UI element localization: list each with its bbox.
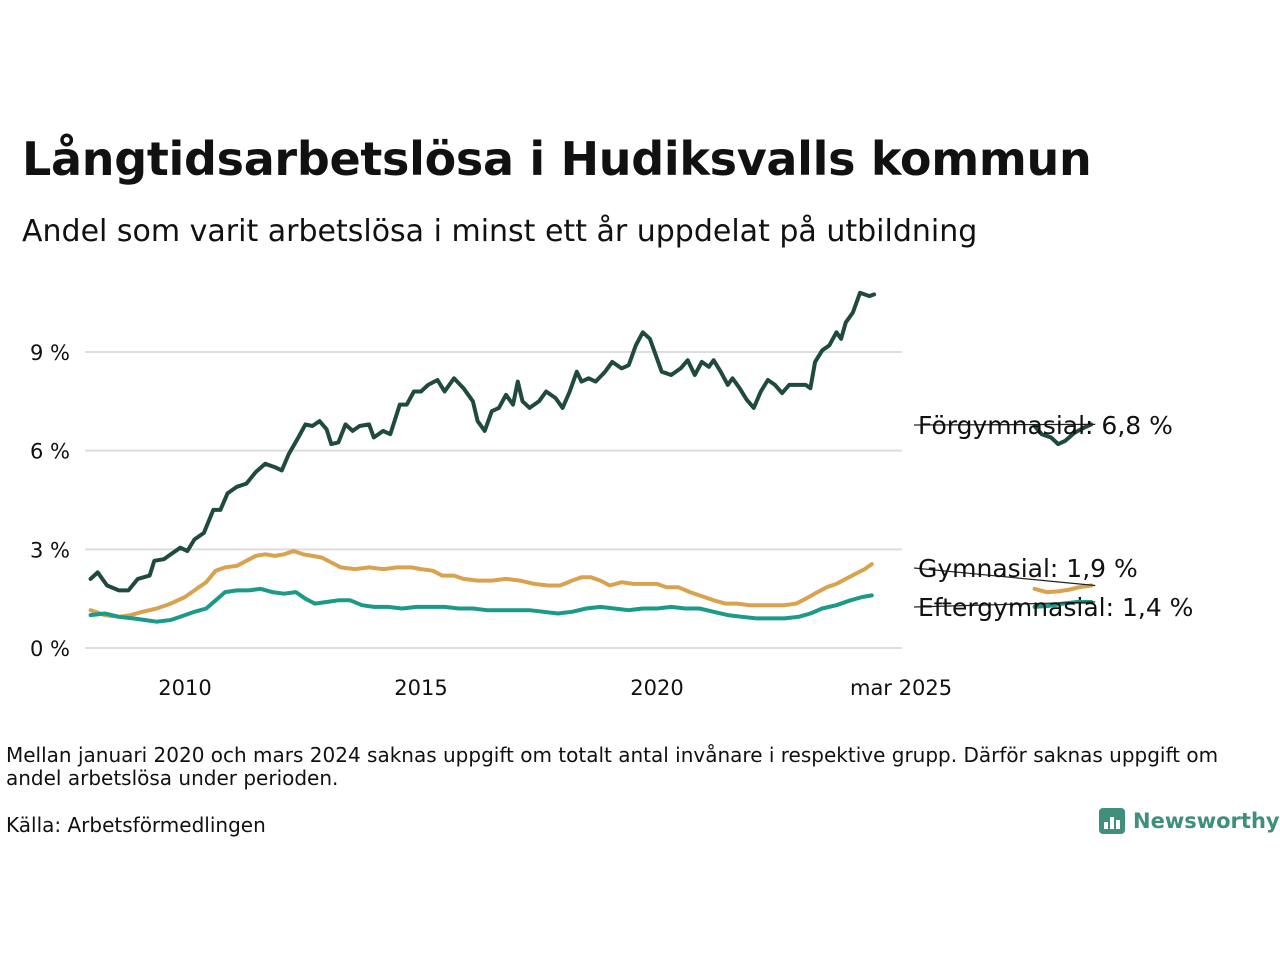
- y-tick-label: 3 %: [30, 538, 70, 562]
- x-axis-ticks: 2010 2015 2020 mar 2025: [158, 676, 952, 700]
- gridlines: [85, 351, 902, 649]
- bar-chart-icon: [1099, 808, 1125, 834]
- y-tick-label: 9 %: [30, 341, 70, 365]
- series-label-gymnasial: Gymnasial: 1,9 %: [918, 554, 1138, 583]
- y-tick-label: 0 %: [30, 637, 70, 661]
- series-label-eftergymnasial: Eftergymnasial: 1,4 %: [918, 593, 1193, 622]
- source-credit: Källa: Arbetsförmedlingen: [6, 813, 266, 837]
- label-connector-eftergymnasial: [913, 601, 1096, 608]
- series-line-eftergymnasial: [88, 586, 874, 624]
- series-end-labels: Förgymnasial: 6,8 % Gymnasial: 1,9 % Efter…: [913, 411, 1193, 622]
- series-label-förgymnasial: Förgymnasial: 6,8 %: [918, 411, 1173, 440]
- y-axis-ticks: 0 % 3 % 6 % 9 %: [30, 341, 70, 661]
- x-tick-label: 2010: [158, 676, 211, 700]
- label-connector-gymnasial: [913, 567, 1096, 587]
- series-line-förgymnasial: [1032, 422, 1094, 447]
- chart-title: Långtidsarbetslösa i Hudiksvalls kommun: [22, 132, 1092, 186]
- line-chart: 0 % 3 % 6 % 9 % 2010 2015 2020 mar 2025 Förgym…: [30, 290, 1193, 700]
- y-tick-label: 6 %: [30, 440, 70, 464]
- series-line-förgymnasial: [88, 290, 877, 593]
- x-tick-label: mar 2025: [850, 676, 952, 700]
- logo-text: Newsworthy: [1133, 809, 1280, 833]
- x-tick-label: 2020: [630, 676, 683, 700]
- x-tick-label: 2015: [394, 676, 447, 700]
- series-line-gymnasial: [1032, 583, 1094, 595]
- footnote: Mellan januari 2020 och mars 2024 saknas…: [6, 743, 1219, 790]
- series-lines: [88, 290, 1094, 624]
- series-line-gymnasial: [88, 549, 874, 619]
- chart-subtitle: Andel som varit arbetslösa i minst ett å…: [22, 214, 978, 249]
- newsworthy-logo: Newsworthy: [1099, 808, 1280, 834]
- label-connector-förgymnasial: [913, 423, 1096, 426]
